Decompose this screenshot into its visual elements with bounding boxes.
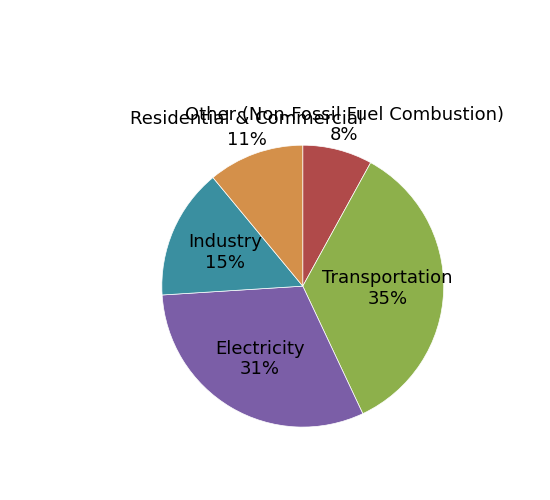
Wedge shape: [162, 286, 363, 427]
Wedge shape: [162, 178, 302, 295]
Wedge shape: [213, 145, 303, 286]
Wedge shape: [302, 162, 444, 414]
Text: Industry
15%: Industry 15%: [188, 233, 262, 272]
Wedge shape: [302, 145, 371, 286]
Text: Electricity
31%: Electricity 31%: [215, 340, 305, 378]
Text: Residential & Commercial
11%: Residential & Commercial 11%: [130, 110, 363, 149]
Text: Transportation
35%: Transportation 35%: [322, 270, 453, 308]
Text: Other (Non-Fossil Fuel Combustion)
8%: Other (Non-Fossil Fuel Combustion) 8%: [185, 106, 504, 144]
